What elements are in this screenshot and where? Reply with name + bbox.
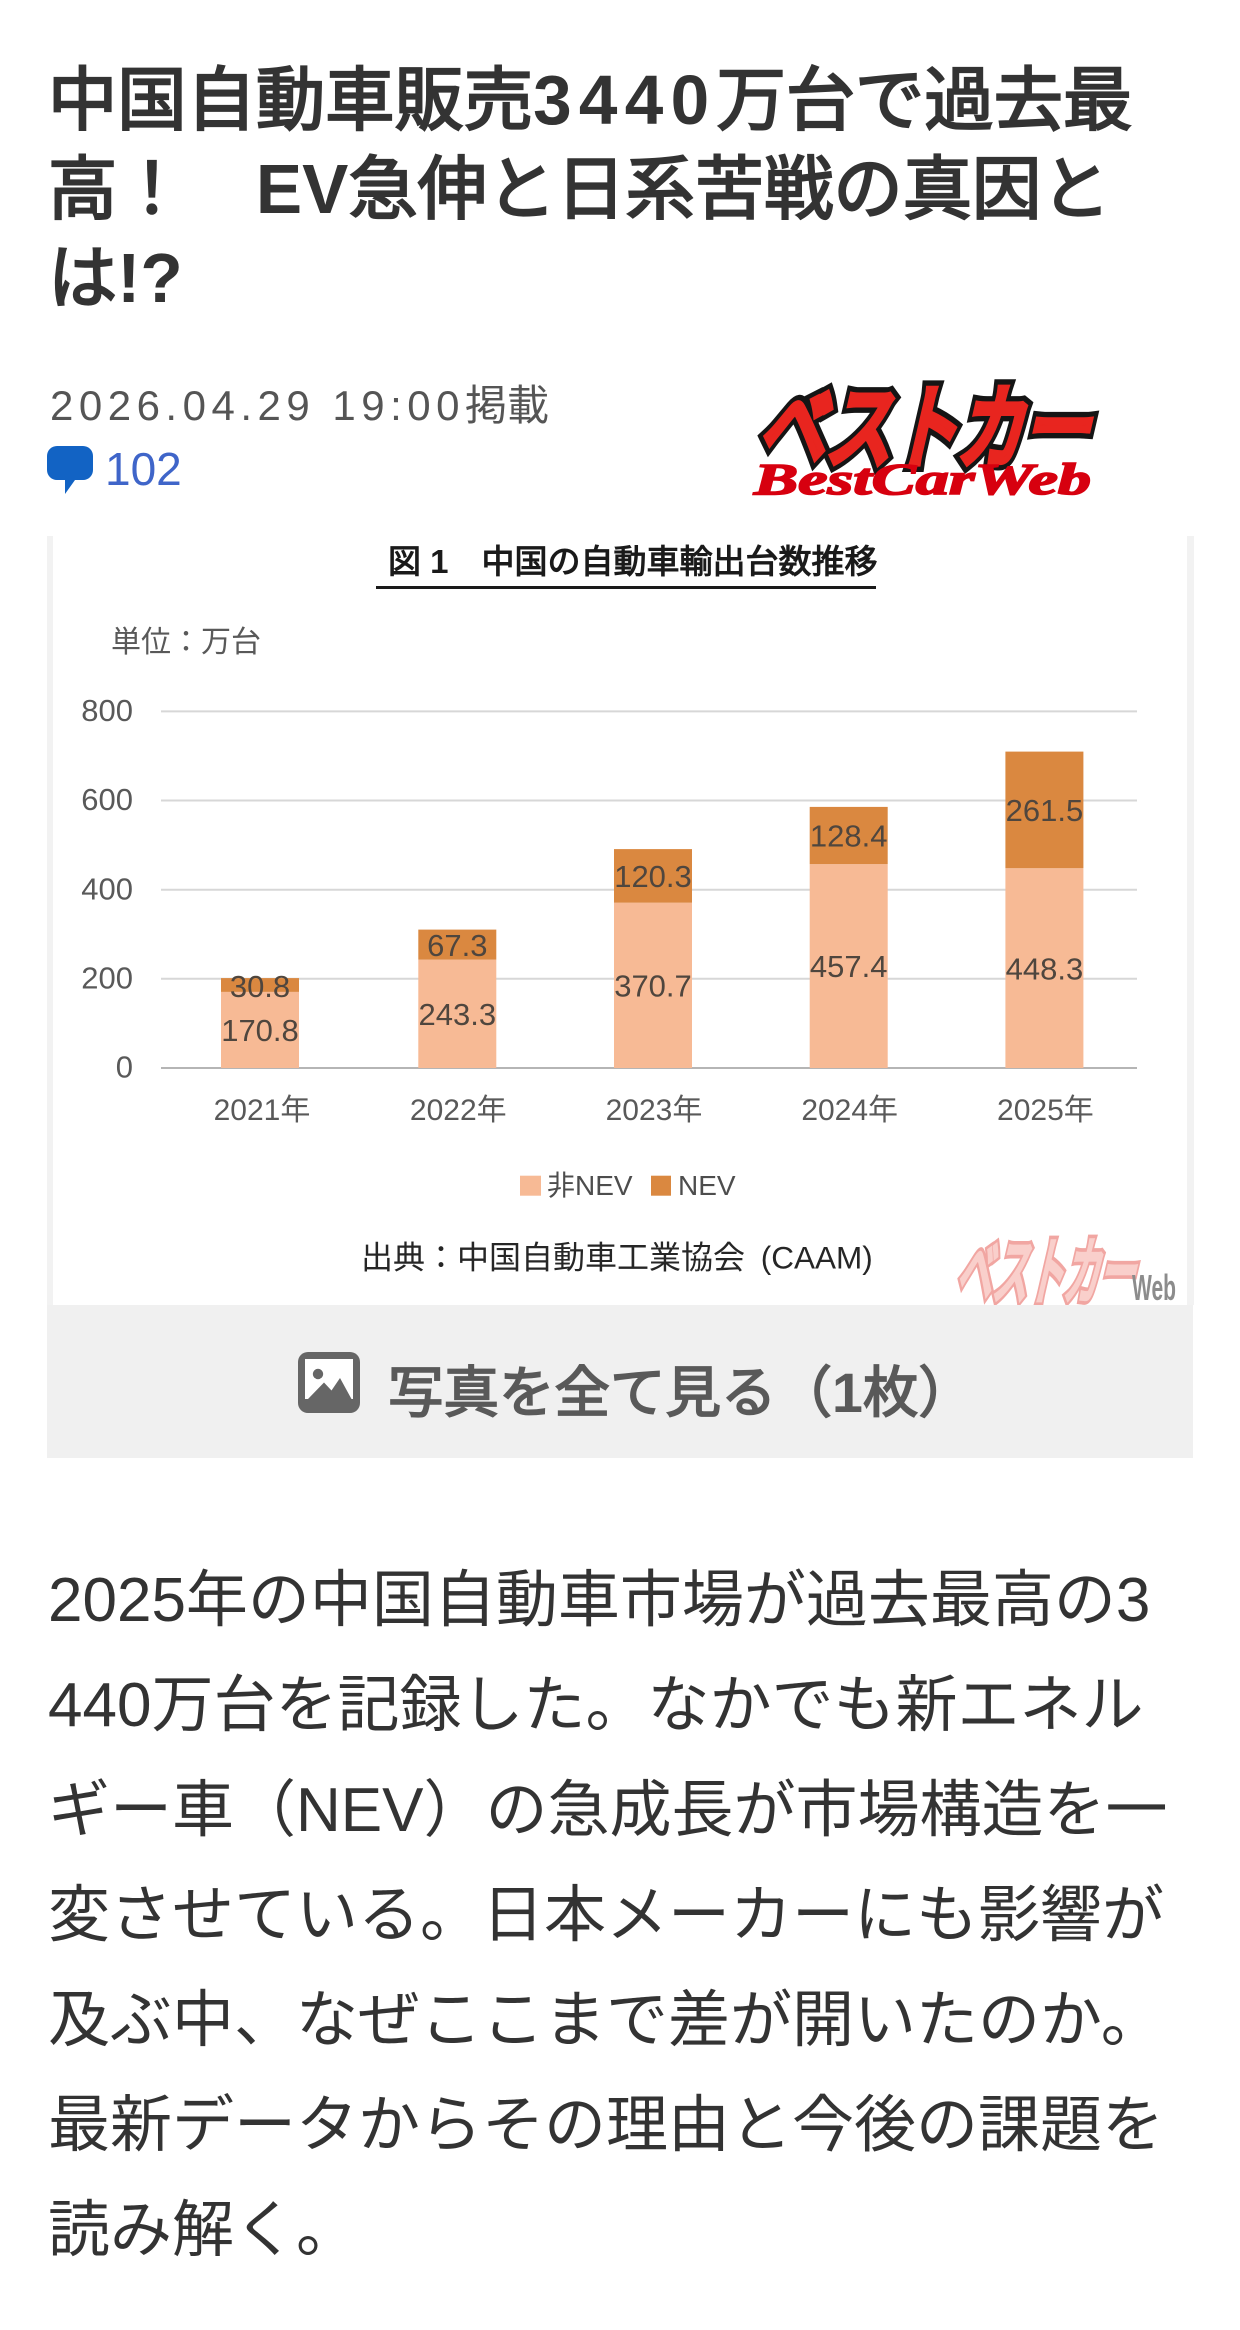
svg-text:ベストカー: ベストカー xyxy=(951,1231,1148,1305)
svg-text:ベストカー: ベストカー xyxy=(754,378,1107,479)
svg-text:128.4: 128.4 xyxy=(810,819,888,854)
svg-text:2025年: 2025年 xyxy=(997,1094,1094,1127)
svg-text:2024年: 2024年 xyxy=(801,1094,898,1127)
svg-text:2023年: 2023年 xyxy=(606,1094,703,1127)
svg-text:200: 200 xyxy=(81,960,133,995)
svg-text:BestCarWeb: BestCarWeb xyxy=(752,455,1091,501)
svg-text:Web: Web xyxy=(1132,1267,1176,1305)
svg-text:ベストカー: ベストカー xyxy=(951,1231,1148,1305)
svg-text:170.8: 170.8 xyxy=(221,1013,299,1048)
svg-text:NEV: NEV xyxy=(678,1170,736,1201)
svg-text:67.3: 67.3 xyxy=(427,928,487,963)
svg-text:261.5: 261.5 xyxy=(1006,793,1084,828)
svg-text:非NEV: 非NEV xyxy=(547,1170,633,1201)
svg-text:30.8: 30.8 xyxy=(230,969,290,1004)
svg-text:400: 400 xyxy=(81,871,133,906)
svg-text:2022年: 2022年 xyxy=(410,1094,507,1127)
svg-text:2021年: 2021年 xyxy=(214,1094,311,1127)
svg-text:243.3: 243.3 xyxy=(419,997,497,1032)
svg-text:800: 800 xyxy=(81,693,133,728)
svg-text:120.3: 120.3 xyxy=(614,859,692,894)
svg-text:600: 600 xyxy=(81,782,133,817)
svg-text:448.3: 448.3 xyxy=(1006,951,1084,986)
svg-text:出典：中国自動車工業協会 (CAAM): 出典：中国自動車工業協会 (CAAM) xyxy=(361,1240,873,1276)
svg-text:図 1 中国の自動車輸出台数推移: 図 1 中国の自動車輸出台数推移 xyxy=(388,543,878,580)
svg-text:0: 0 xyxy=(116,1050,133,1085)
svg-text:457.4: 457.4 xyxy=(810,949,888,984)
svg-text:単位：万台: 単位：万台 xyxy=(111,626,261,659)
svg-text:370.7: 370.7 xyxy=(614,969,692,1004)
svg-text:ベストカー: ベストカー xyxy=(754,378,1107,479)
